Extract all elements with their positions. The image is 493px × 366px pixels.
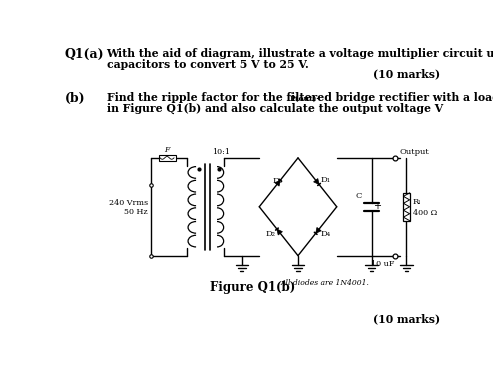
Polygon shape — [316, 227, 321, 234]
Text: D₂: D₂ — [266, 230, 276, 238]
Text: D₄: D₄ — [320, 230, 331, 238]
Text: in Figure Q1(b) and also calculate the output voltage V: in Figure Q1(b) and also calculate the o… — [106, 102, 443, 113]
Text: 400 Ω: 400 Ω — [413, 209, 437, 217]
Text: F: F — [164, 146, 170, 154]
Text: Rₗ: Rₗ — [413, 198, 421, 206]
Text: (b): (b) — [65, 92, 85, 105]
Text: Figure Q1(b): Figure Q1(b) — [210, 281, 295, 294]
Text: Find the ripple factor for the filtered bridge rectifier with a load of 400 Ω as: Find the ripple factor for the filtered … — [106, 92, 493, 102]
Polygon shape — [314, 179, 319, 184]
Text: P(out)-: P(out)- — [290, 94, 320, 102]
Text: With the aid of diagram, illustrate a voltage multiplier circuit using diodes an: With the aid of diagram, illustrate a vo… — [106, 48, 493, 59]
Polygon shape — [277, 229, 282, 235]
Text: (10 marks): (10 marks) — [373, 313, 440, 324]
Text: Output: Output — [399, 147, 429, 156]
Polygon shape — [275, 180, 281, 186]
Text: 10 uF: 10 uF — [371, 259, 394, 268]
Text: +: + — [373, 201, 381, 210]
Text: D₁: D₁ — [320, 176, 330, 184]
Text: C: C — [355, 192, 361, 200]
Text: Q1(a): Q1(a) — [65, 48, 105, 61]
Text: capacitors to convert 5 V to 25 V.: capacitors to convert 5 V to 25 V. — [106, 59, 308, 70]
Text: (10 marks): (10 marks) — [373, 68, 440, 79]
Text: 10:1: 10:1 — [212, 147, 230, 156]
Text: 50 Hz: 50 Hz — [124, 208, 147, 216]
Text: D₃: D₃ — [272, 177, 282, 184]
Text: 240 Vrms: 240 Vrms — [108, 199, 147, 207]
Text: All diodes are 1N4001.: All diodes are 1N4001. — [281, 279, 370, 287]
Bar — [403, 193, 410, 221]
Bar — [159, 155, 176, 161]
